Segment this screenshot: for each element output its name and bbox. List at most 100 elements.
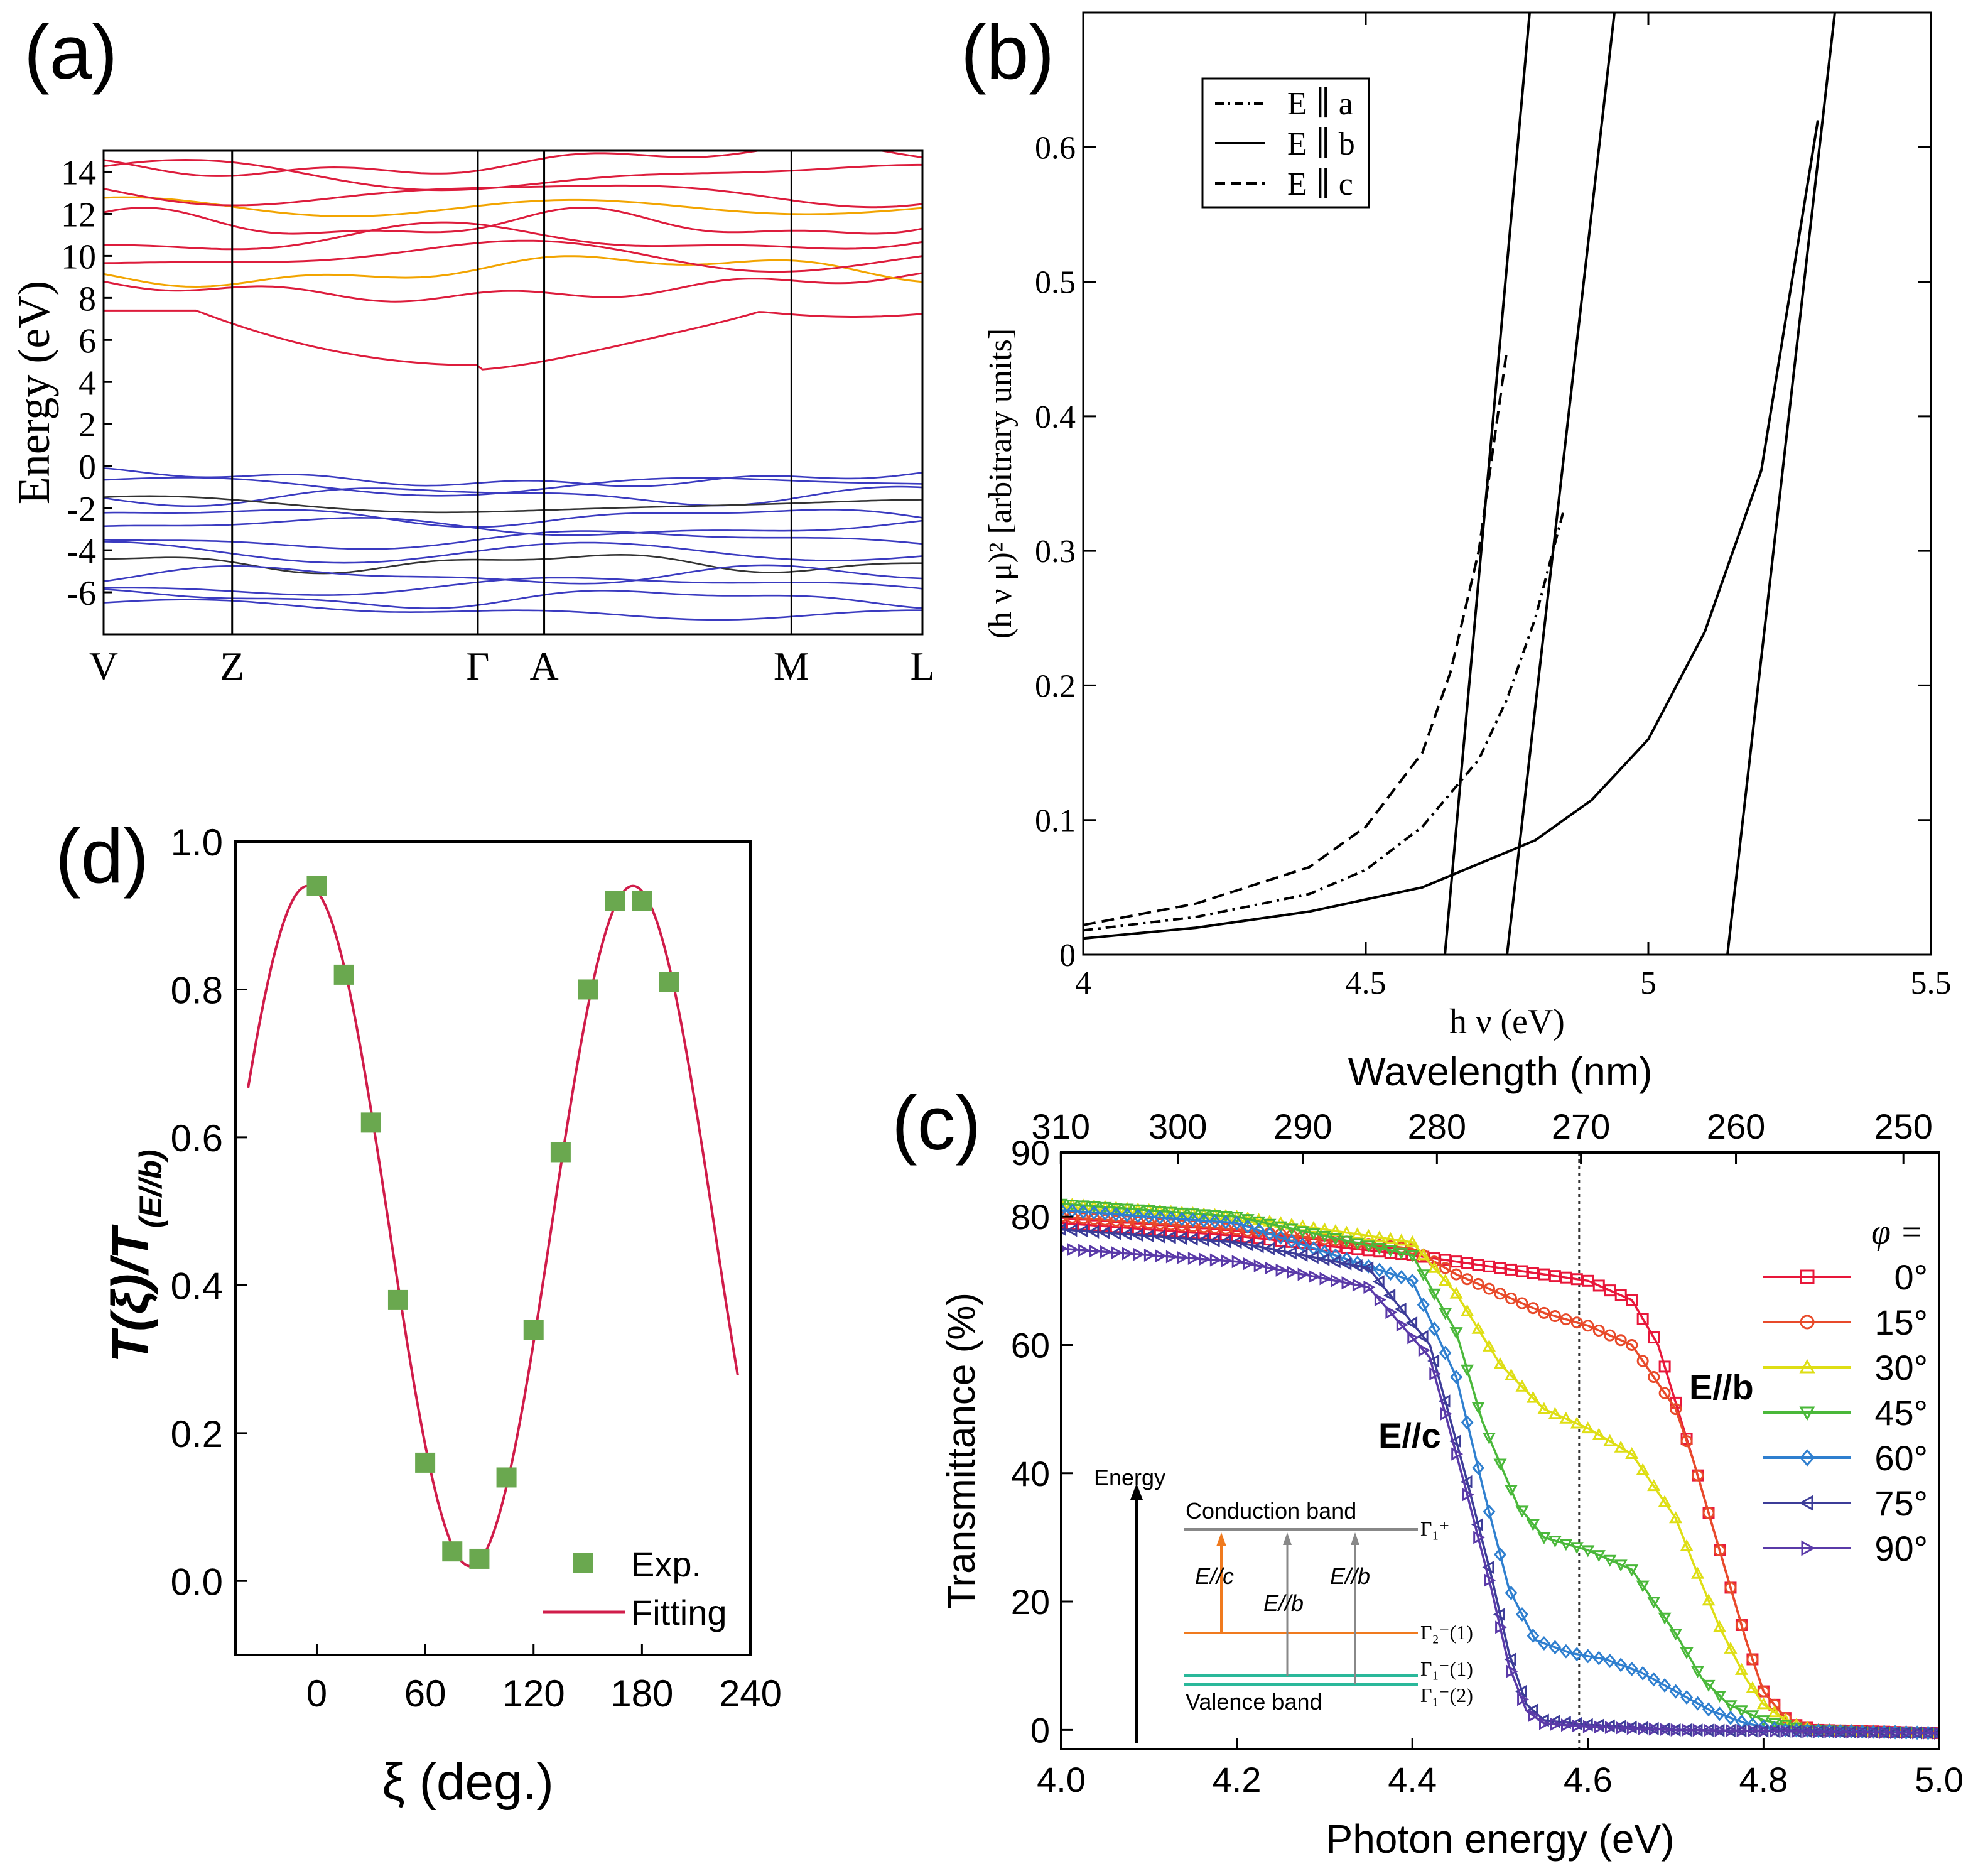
transmittance-marker xyxy=(1582,1720,1595,1733)
transmittance-marker xyxy=(1505,1292,1517,1304)
exp-data-point xyxy=(578,979,598,1000)
tauc-curves xyxy=(1083,13,1836,955)
transmittance-marker xyxy=(1374,1293,1386,1307)
panel-label-c: (c) xyxy=(892,1080,981,1166)
transmittance-marker xyxy=(1559,1539,1573,1551)
exp-data-point xyxy=(360,1112,381,1133)
transmittance-marker xyxy=(1801,1540,1816,1556)
inset-arrow-label-eb-2: E//b xyxy=(1330,1563,1370,1589)
transmittance-marker xyxy=(1768,1718,1781,1730)
polarization-x-axis-label: ξ (deg.) xyxy=(382,1754,554,1811)
transmittance-top-tick-label: 300 xyxy=(1148,1107,1207,1146)
transmittance-marker xyxy=(1295,1226,1310,1239)
transmittance-marker xyxy=(1471,1517,1483,1532)
transmittance-marker xyxy=(1328,1255,1341,1269)
transmittance-marker xyxy=(1472,1277,1484,1290)
transmittance-marker xyxy=(1317,1252,1330,1266)
transmittance-marker xyxy=(1427,1261,1441,1273)
transmittance-marker xyxy=(1219,1222,1232,1235)
tauc-plot-panel: 4 4.5 5 5.5 0 0.1 0.2 0.3 0.4 0.5 0.6 h ν (eV) (h … xyxy=(983,11,1952,1041)
kpoint-lines xyxy=(231,151,792,634)
transmittance-marker xyxy=(1746,1681,1759,1693)
transmittance-marker xyxy=(1372,1275,1385,1289)
transmittance-marker xyxy=(1405,1250,1419,1262)
transmittance-marker xyxy=(1682,1723,1694,1737)
transmittance-x-tick-label: 4.4 xyxy=(1388,1760,1437,1799)
transmittance-marker xyxy=(1626,1338,1638,1351)
transmittance-marker xyxy=(1658,1360,1671,1373)
transmittance-marker xyxy=(1799,1358,1815,1374)
transmittance-marker xyxy=(1603,1434,1617,1446)
transmittance-marker xyxy=(1482,1561,1494,1575)
valence-band-line xyxy=(104,509,922,528)
transmittance-marker xyxy=(1528,1708,1540,1722)
transmittance-x-axis-label: Photon energy (eV) xyxy=(1326,1816,1675,1862)
transmittance-marker xyxy=(1317,1222,1331,1235)
transmittance-marker xyxy=(1164,1206,1178,1219)
transmittance-marker xyxy=(1208,1210,1222,1222)
transmittance-legend: φ = 0° 15° 30° 45° 60° 75° 90° xyxy=(1763,1213,1928,1568)
tauc-y-tick-label: 0.3 xyxy=(1035,534,1076,570)
exp-data-point xyxy=(415,1452,436,1473)
kpoint-label: M xyxy=(774,644,809,688)
transmittance-marker xyxy=(1122,1247,1134,1261)
legend-label-fitting: Fitting xyxy=(631,1593,727,1632)
transmittance-marker xyxy=(1592,1550,1606,1563)
transmittance-x-tick-label: 4.0 xyxy=(1037,1760,1086,1799)
transmittance-marker xyxy=(1363,1280,1376,1294)
transmittance-marker xyxy=(1734,1705,1749,1718)
tauc-legend: E ∥ a E ∥ b E ∥ c xyxy=(1201,77,1370,209)
transmittance-marker xyxy=(1164,1211,1177,1226)
transmittance-y-tick-label: 60 xyxy=(1011,1325,1050,1365)
tauc-series-line xyxy=(1083,349,1508,926)
transmittance-marker xyxy=(1625,1564,1639,1577)
transmittance-marker xyxy=(1406,1273,1419,1288)
transmittance-marker xyxy=(1061,1223,1066,1237)
transmittance-marker xyxy=(1570,1542,1584,1554)
transmittance-marker xyxy=(1175,1232,1187,1245)
transmittance-marker xyxy=(1515,1505,1529,1518)
transmittance-marker xyxy=(1800,1449,1815,1467)
transmittance-marker xyxy=(1680,1647,1694,1659)
panel-label-b: (b) xyxy=(961,9,1054,95)
transmittance-marker xyxy=(1504,1485,1518,1497)
transmittance-marker xyxy=(1110,1206,1123,1222)
transmittance-marker xyxy=(1483,1504,1496,1519)
transmittance-marker xyxy=(1901,1726,1913,1740)
transmittance-marker xyxy=(1636,1463,1650,1475)
transmittance-marker xyxy=(1142,1229,1154,1243)
transmittance-marker xyxy=(1098,1201,1112,1214)
transmittance-marker xyxy=(1471,1402,1485,1414)
tauc-plot-frame xyxy=(1082,11,1932,956)
transmittance-marker xyxy=(1603,1554,1617,1567)
exp-data-point xyxy=(387,1289,408,1310)
transmittance-legend-label: 0° xyxy=(1894,1257,1928,1297)
transmittance-marker xyxy=(1868,1725,1881,1739)
transmittance-marker xyxy=(1076,1200,1090,1213)
transmittance-marker xyxy=(1329,1233,1343,1245)
transmittance-marker xyxy=(1824,1725,1837,1738)
transmittance-marker xyxy=(1604,1329,1616,1342)
transmittance-marker xyxy=(1691,1666,1705,1678)
transmittance-marker xyxy=(1429,1367,1442,1380)
tauc-y-axis-label: (h ν μ)² [arbitrary units] xyxy=(983,328,1019,639)
transmittance-marker xyxy=(1724,1700,1738,1713)
transmittance-marker xyxy=(1385,1306,1398,1320)
transmittance-marker xyxy=(1527,1302,1539,1315)
kpoint-label: Z xyxy=(220,644,244,688)
transmittance-marker xyxy=(1164,1230,1176,1244)
transmittance-marker xyxy=(1647,1597,1661,1609)
transmittance-marker xyxy=(1417,1298,1430,1313)
transmittance-marker xyxy=(1154,1218,1166,1230)
exp-data-point xyxy=(550,1142,571,1163)
transmittance-marker xyxy=(1746,1710,1759,1723)
transmittance-marker xyxy=(1111,1246,1123,1260)
transmittance-marker xyxy=(1658,1678,1672,1693)
band-y-tick-label: 4 xyxy=(78,364,96,403)
transmittance-marker xyxy=(1352,1278,1365,1292)
transmittance-marker xyxy=(1548,1536,1562,1548)
transmittance-marker xyxy=(1307,1228,1321,1241)
transmittance-y-tick-label: 0 xyxy=(1030,1710,1050,1750)
